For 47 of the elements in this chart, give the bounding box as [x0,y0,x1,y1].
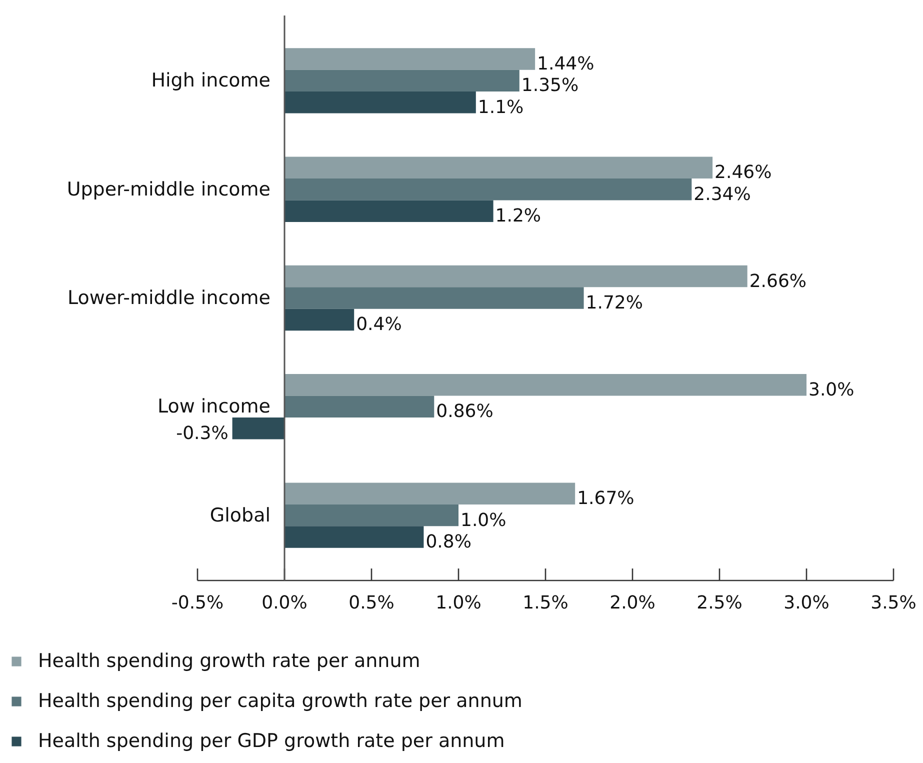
bar [232,418,284,440]
y-tick-label: High income [151,70,271,92]
bar [284,156,713,178]
x-tick-label: 0.0% [262,592,308,614]
data-label: 0.4% [356,314,402,336]
x-tick-label: 2.5% [696,592,742,614]
bar [284,504,458,526]
bar [284,374,806,396]
y-tick-label: Global [210,504,270,526]
x-tick-label: 0.5% [348,592,394,614]
data-label: 0.86% [436,401,494,422]
data-label: -0.3% [176,422,228,444]
bar [284,265,748,288]
data-label: 1.72% [586,292,643,314]
data-label: 1.2% [495,206,542,227]
data-label: 1.67% [577,488,634,510]
legend-label: Health spending growth rate per annum [38,650,420,672]
bar [284,70,520,92]
y-tick-label: Upper-middle income [66,178,271,200]
bar [284,92,476,114]
x-tick-label: 1.0% [436,592,482,614]
x-tick-label: 3.0% [784,592,830,614]
bar [284,200,494,222]
x-tick-label: 3.5% [870,592,916,614]
data-label: 2.46% [714,162,772,184]
data-label: 0.8% [426,532,472,553]
x-tick-label: -0.5% [171,592,224,614]
data-label: 1.44% [537,53,594,74]
data-label: 2.66% [749,270,807,292]
bar [284,287,584,309]
bar [284,48,536,70]
y-tick-label: Low income [157,396,270,418]
x-tick-label: 1.5% [522,592,568,614]
data-label: 1.35% [521,75,579,96]
bar [284,308,354,331]
x-tick-label: 2.0% [610,592,656,614]
legend-label: Health spending per capita growth rate per annum [38,690,522,712]
bar [284,526,424,548]
y-tick-label: Lower-middle income [67,287,270,309]
data-label: 3.0% [808,379,854,400]
data-label: 1.0% [460,510,506,531]
data-label: 2.34% [694,184,751,205]
bar [284,178,692,200]
legend-label: Health spending per GDP growth rate per annum [38,730,505,752]
bar [284,482,576,504]
data-label: 1.1% [478,96,524,118]
bar [284,396,434,418]
